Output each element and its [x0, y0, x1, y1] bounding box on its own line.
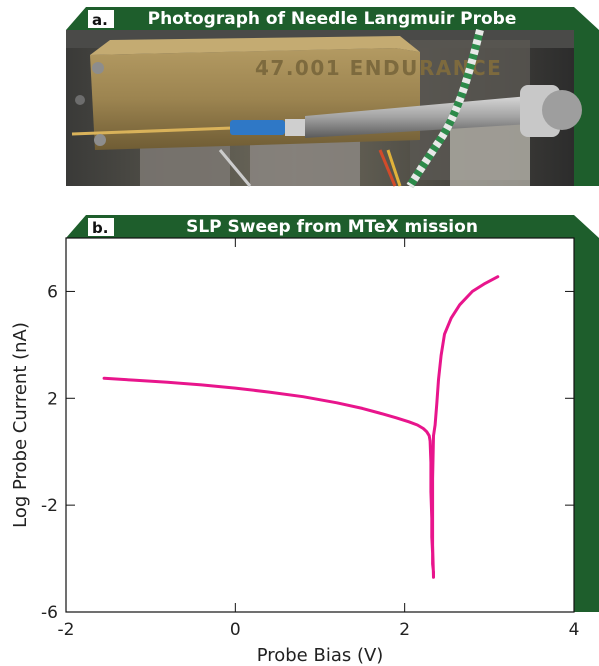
photograph: 47.001 ENDURANCE: [66, 29, 582, 189]
plot-area: -2 0 2 4-6-226: [41, 237, 579, 640]
tick-marks: [65, 238, 575, 613]
badge-a: [88, 10, 114, 28]
panel-a: 47.001 ENDURANCE a. Photograph of Needle…: [66, 7, 599, 189]
stamp-text: 47.001 ENDURANCE: [255, 56, 502, 80]
panel-a-banner: [66, 7, 599, 186]
panel-b-banner: [66, 215, 599, 612]
badge-a-text: a.: [92, 11, 108, 29]
panel-a-side-bar: [574, 30, 599, 186]
x-tick-label: 0: [230, 620, 241, 640]
plot-frame: [65, 237, 575, 613]
tick-labels: -2 0 2 4-6-226: [41, 282, 579, 640]
x-axis-label: Probe Bias (V): [257, 645, 384, 666]
badge-b: [88, 218, 114, 236]
y-tick-label: 2: [47, 389, 58, 409]
badge-b-text: b.: [92, 219, 108, 237]
x-tick-label: 2: [399, 620, 410, 640]
y-tick-label: 6: [47, 282, 58, 302]
y-tick-label: -6: [41, 603, 58, 623]
panel-a-title: Photograph of Needle Langmuir Probe: [148, 9, 517, 29]
series-line-slp-sweep: [102, 275, 500, 579]
y-tick-label: -2: [41, 496, 58, 516]
panel-b: b. SLP Sweep from MTeX mission: [66, 215, 599, 612]
x-tick-label: 4: [569, 620, 580, 640]
y-axis-label: Log Probe Current (nA): [10, 322, 31, 528]
x-tick-label: -2: [58, 620, 75, 640]
panel-b-title: SLP Sweep from MTeX mission: [186, 217, 478, 237]
